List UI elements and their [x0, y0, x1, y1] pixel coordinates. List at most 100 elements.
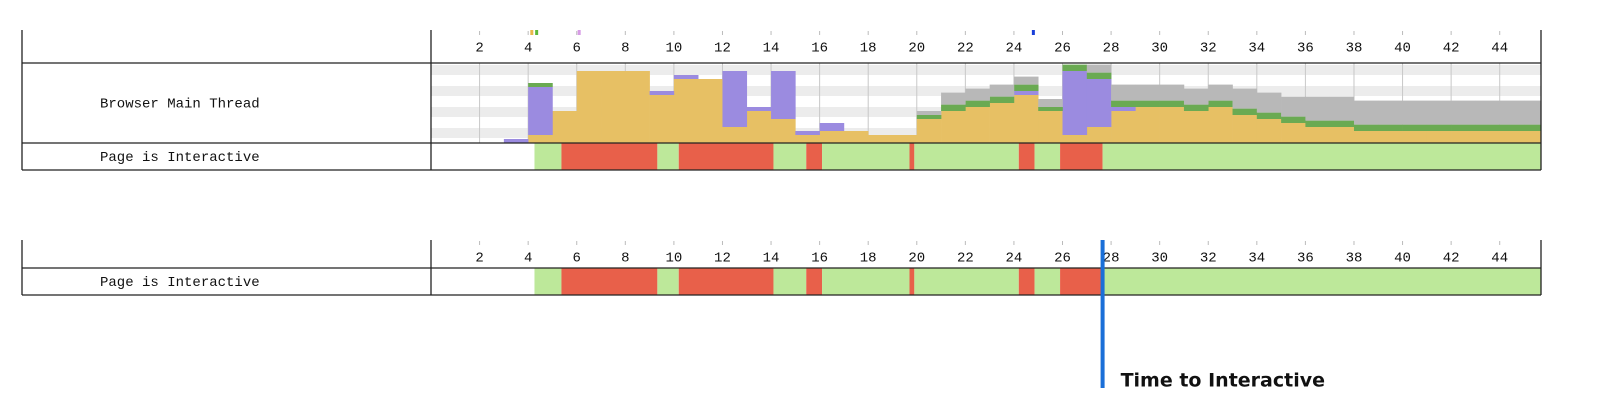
x-tick-label: 6: [573, 251, 581, 267]
activity-bars: [503, 64, 1541, 143]
activity-bar: [1183, 104, 1209, 111]
x-tick-label: 34: [1248, 251, 1265, 267]
activity-bar: [965, 107, 990, 143]
event-marker: [535, 30, 539, 35]
activity-bar: [795, 135, 820, 143]
interactive-segment: [822, 268, 910, 295]
activity-bar: [941, 104, 966, 111]
activity-bar: [1426, 100, 1452, 125]
x-tick-label: 40: [1394, 251, 1411, 267]
x-tick-label: 44: [1491, 251, 1508, 267]
x-tick-label: 12: [714, 41, 731, 57]
activity-bar: [1281, 96, 1306, 117]
x-tick-label: 28: [1103, 251, 1120, 267]
activity-bar: [1451, 100, 1476, 125]
interactive-segment: [1102, 143, 1541, 170]
x-tick-label: 22: [957, 41, 974, 57]
activity-bar: [1208, 84, 1233, 101]
activity-bar: [1402, 124, 1428, 131]
interactive-segment: [1018, 268, 1035, 295]
row-label: Browser Main Thread: [100, 97, 260, 113]
x-tick-label: 14: [763, 41, 780, 57]
activity-bar: [1062, 71, 1088, 135]
activity-bar: [698, 79, 723, 143]
interactive-segment: [657, 268, 679, 295]
activity-bar: [1451, 131, 1476, 143]
interactive-segment: [1018, 143, 1035, 170]
activity-bar: [771, 71, 796, 119]
activity-bar: [1475, 100, 1501, 125]
activity-bar: [819, 131, 845, 143]
activity-bar: [916, 119, 942, 143]
interactive-segment: [1034, 268, 1061, 295]
x-tick-label: 2: [475, 41, 483, 57]
activity-bar: [1451, 124, 1476, 131]
activity-bar: [795, 131, 820, 135]
activity-bar: [916, 115, 942, 119]
x-tick-label: 42: [1443, 251, 1460, 267]
interactive-segment: [678, 268, 774, 295]
activity-bar: [1329, 127, 1355, 143]
row-label: Page is Interactive: [100, 150, 260, 166]
activity-bar: [1062, 64, 1088, 71]
x-tick-label: 34: [1248, 41, 1265, 57]
activity-bar: [819, 123, 845, 131]
activity-bar: [1111, 111, 1136, 143]
activity-bar: [746, 111, 772, 143]
interactive-segment: [773, 143, 807, 170]
x-tick-label: 30: [1151, 41, 1168, 57]
x-tick-label: 16: [811, 41, 828, 57]
interactive-segment: [806, 268, 823, 295]
activity-bar: [673, 75, 699, 79]
activity-bar: [625, 71, 650, 143]
activity-bar: [1232, 108, 1258, 115]
activity-bar: [1038, 111, 1063, 143]
x-tick-label: 42: [1443, 41, 1460, 57]
activity-bar: [1426, 124, 1452, 131]
x-tick-label: 24: [1006, 41, 1023, 57]
activity-bar: [528, 87, 553, 135]
x-tick-label: 12: [714, 251, 731, 267]
activity-bar: [1499, 124, 1525, 131]
interactive-segment: [914, 143, 1019, 170]
activity-bar: [1329, 96, 1355, 121]
activity-bar: [1305, 120, 1330, 127]
x-tick-label: 22: [957, 251, 974, 267]
activity-bar: [1281, 116, 1306, 123]
activity-bar: [1281, 123, 1306, 143]
activity-bar: [843, 131, 869, 143]
x-tick-label: 10: [665, 251, 682, 267]
x-tick-label: 32: [1200, 41, 1217, 57]
x-tick-label: 20: [908, 251, 925, 267]
activity-bar: [892, 135, 918, 143]
activity-bar: [1232, 115, 1258, 143]
x-tick-label: 14: [763, 251, 780, 267]
activity-bar: [1183, 111, 1209, 143]
activity-bar: [1086, 64, 1112, 73]
x-tick-label: 44: [1491, 41, 1508, 57]
activity-bar: [1426, 131, 1452, 143]
activity-bar: [1183, 88, 1209, 105]
activity-bar: [1135, 107, 1160, 143]
x-tick-label: 18: [860, 251, 877, 267]
activity-bar: [941, 111, 966, 143]
activity-bar: [1402, 100, 1428, 125]
x-tick-label: 36: [1297, 251, 1314, 267]
x-tick-label: 10: [665, 41, 682, 57]
activity-bar: [1086, 72, 1112, 79]
interactive-segment: [534, 143, 562, 170]
interactive-segment: [773, 268, 807, 295]
activity-bar: [965, 100, 990, 107]
activity-bar: [528, 83, 553, 87]
activity-bar: [649, 95, 675, 143]
activity-bar: [1353, 131, 1379, 143]
activity-bar: [989, 103, 1015, 143]
activity-bar: [1232, 88, 1258, 109]
activity-bar: [649, 91, 675, 95]
activity-bar: [1013, 91, 1039, 95]
interactive-segment: [909, 268, 915, 295]
event-marker: [1031, 30, 1035, 35]
activity-bar: [1305, 127, 1330, 143]
activity-bar: [1378, 124, 1403, 131]
activity-bar: [989, 84, 1015, 97]
